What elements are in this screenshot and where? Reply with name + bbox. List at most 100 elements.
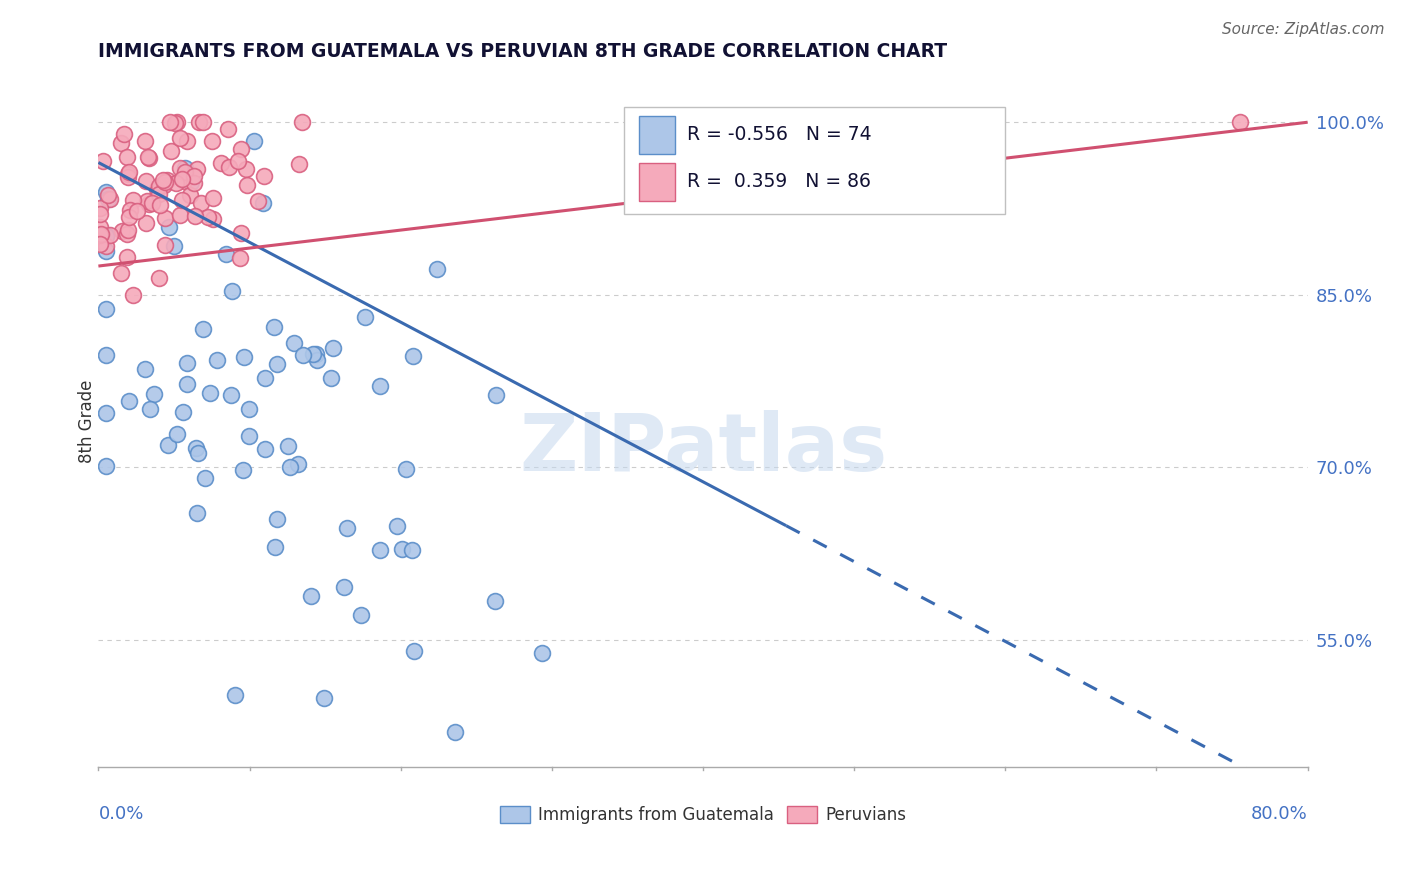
Point xyxy=(194,471,217,485)
Point xyxy=(162,239,184,253)
Point xyxy=(94,406,117,420)
Point xyxy=(291,115,314,129)
Point xyxy=(264,540,287,554)
Point xyxy=(138,197,160,211)
Point xyxy=(166,115,188,129)
Point xyxy=(94,348,117,362)
Point xyxy=(314,691,336,706)
Point xyxy=(96,239,118,253)
Point xyxy=(485,388,508,402)
Point xyxy=(156,173,179,187)
Point xyxy=(484,593,506,607)
Point xyxy=(135,174,157,188)
Point xyxy=(205,352,228,367)
Point xyxy=(444,725,467,739)
Point xyxy=(122,288,145,302)
Point xyxy=(184,209,207,223)
Point xyxy=(252,196,274,211)
Point xyxy=(98,228,121,243)
FancyBboxPatch shape xyxy=(638,116,675,153)
Point xyxy=(209,155,232,169)
Point xyxy=(166,427,188,442)
Point xyxy=(354,310,377,325)
Point xyxy=(89,234,111,248)
Point xyxy=(391,542,413,557)
Point xyxy=(404,644,426,658)
Point xyxy=(173,174,195,188)
Point xyxy=(368,379,391,393)
Point xyxy=(276,439,298,453)
Point xyxy=(254,442,277,456)
Text: Source: ZipAtlas.com: Source: ZipAtlas.com xyxy=(1222,22,1385,37)
Point xyxy=(159,115,181,129)
Point xyxy=(229,251,252,265)
Point xyxy=(232,462,254,476)
Point xyxy=(236,178,259,192)
Point xyxy=(305,353,328,368)
FancyBboxPatch shape xyxy=(624,107,1005,214)
Text: R = -0.556   N = 74: R = -0.556 N = 74 xyxy=(688,126,872,145)
Point xyxy=(292,348,315,362)
Point xyxy=(190,196,212,211)
Point xyxy=(172,405,194,419)
Point xyxy=(97,188,120,202)
Point xyxy=(219,388,242,402)
Point xyxy=(169,161,191,175)
Point xyxy=(221,284,243,298)
Point xyxy=(253,371,276,385)
Text: IMMIGRANTS FROM GUATEMALA VS PERUVIAN 8TH GRADE CORRELATION CHART: IMMIGRANTS FROM GUATEMALA VS PERUVIAN 8T… xyxy=(98,42,948,61)
Point xyxy=(148,187,170,202)
Point xyxy=(94,229,117,244)
Point xyxy=(152,178,174,192)
Point xyxy=(110,224,132,238)
Point xyxy=(89,207,111,221)
Text: 0.0%: 0.0% xyxy=(98,805,143,823)
Point xyxy=(224,688,246,702)
Point xyxy=(173,164,195,178)
Point xyxy=(148,179,170,194)
Point xyxy=(243,134,266,148)
Point xyxy=(176,377,198,392)
Point xyxy=(98,192,121,206)
Point xyxy=(183,169,205,183)
Point xyxy=(305,347,328,361)
Point xyxy=(172,193,194,207)
Point xyxy=(118,210,141,224)
Point xyxy=(153,238,176,252)
Point xyxy=(157,220,180,235)
Point xyxy=(186,161,208,176)
Point xyxy=(226,153,249,168)
Point xyxy=(153,175,176,189)
Y-axis label: 8th Grade: 8th Grade xyxy=(79,380,96,463)
Point xyxy=(350,607,373,622)
Point xyxy=(89,220,111,235)
Point xyxy=(90,227,112,242)
Point xyxy=(89,236,111,251)
Point xyxy=(159,144,181,158)
Point xyxy=(197,210,219,224)
Point xyxy=(117,223,139,237)
Point xyxy=(180,175,202,189)
Point xyxy=(143,387,166,401)
Point xyxy=(233,350,256,364)
Point xyxy=(138,151,160,165)
Point xyxy=(215,247,238,261)
Point xyxy=(201,191,224,205)
Point xyxy=(187,115,209,129)
Point xyxy=(200,386,222,401)
Point xyxy=(94,301,117,316)
Point xyxy=(238,429,260,443)
Point xyxy=(149,198,172,212)
Point xyxy=(266,357,288,371)
Point xyxy=(117,168,139,182)
Point xyxy=(218,160,240,174)
Point xyxy=(288,156,311,170)
Point xyxy=(395,462,418,476)
Point xyxy=(115,227,138,242)
Point xyxy=(426,262,449,277)
Point xyxy=(229,143,252,157)
Point xyxy=(136,150,159,164)
Point xyxy=(117,393,139,408)
Point xyxy=(148,271,170,285)
Point xyxy=(253,169,276,184)
